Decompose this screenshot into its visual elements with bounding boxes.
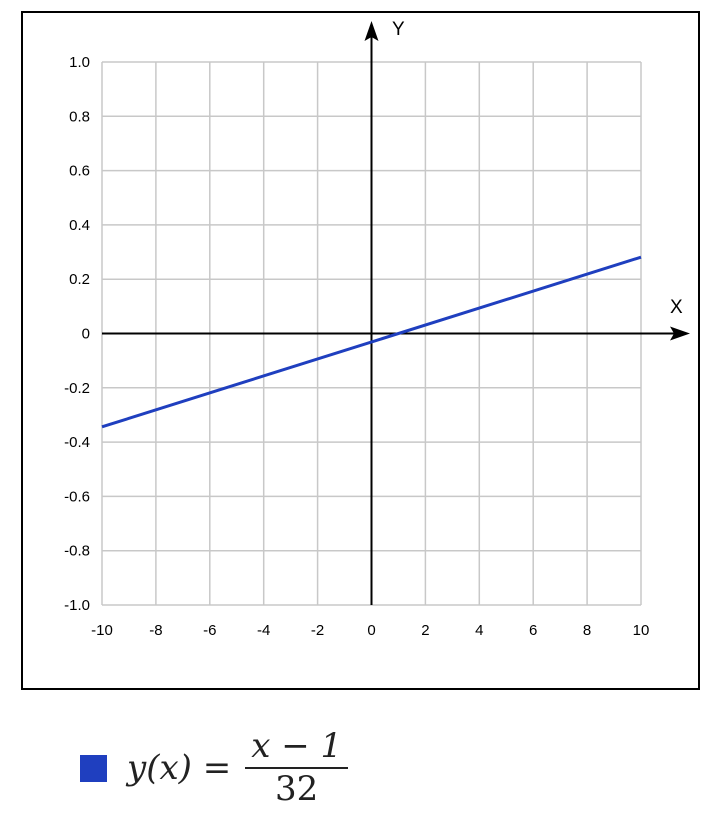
y-tick-label: -0.2 — [64, 380, 90, 397]
formula-numerator: x − 1 — [245, 727, 349, 769]
y-axis-label: Y — [392, 19, 405, 40]
legend: y(x) = x − 1 32 — [80, 727, 349, 809]
y-tick-label: 0 — [82, 326, 90, 343]
y-tick-label: -1.0 — [64, 597, 90, 614]
y-tick-label: 0.6 — [69, 163, 90, 180]
x-tick-label: -4 — [257, 622, 270, 639]
y-tick-label: 0.8 — [69, 108, 90, 125]
formula-lhs: y(x) = — [127, 748, 232, 788]
y-tick-label: 0.2 — [69, 271, 90, 288]
x-tick-label: -10 — [91, 622, 113, 639]
series-line — [101, 255, 642, 429]
legend-swatch — [80, 754, 107, 782]
y-tick-label: -0.6 — [64, 488, 90, 505]
x-tick-label: 8 — [583, 622, 591, 639]
x-tick-label: -2 — [311, 622, 324, 639]
y-tick-label: 0.4 — [69, 217, 90, 234]
y-tick-label: -0.4 — [64, 434, 90, 451]
x-tick-label: 2 — [421, 622, 429, 639]
x-axis-label: X — [670, 297, 683, 318]
legend-formula: y(x) = x − 1 32 — [127, 727, 349, 809]
x-tick-label: -6 — [203, 622, 216, 639]
x-tick-label: 6 — [529, 622, 537, 639]
x-tick-label: 10 — [633, 622, 650, 639]
x-tick-label: 4 — [475, 622, 483, 639]
formula-denominator: 32 — [275, 769, 319, 809]
formula-fraction: x − 1 32 — [245, 727, 349, 809]
x-axis-arrow — [670, 326, 690, 341]
y-tick-label: -0.8 — [64, 543, 90, 560]
chart: -10 -8 -6 -4 -2 0 2 4 6 8 10 1.0 0.8 0.6 0.4 0.2 0 -0.2 -0… — [21, 11, 700, 690]
y-tick-label: 1.0 — [69, 54, 90, 71]
chart-frame — [21, 11, 700, 690]
x-tick-label: -8 — [149, 622, 162, 639]
y-axis-arrow — [364, 21, 379, 41]
x-tick-label: 0 — [367, 622, 375, 639]
